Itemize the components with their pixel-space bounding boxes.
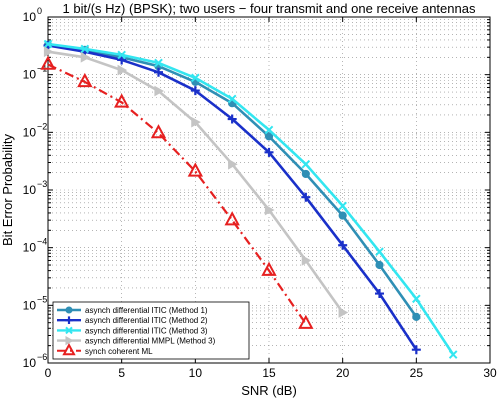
x-axis-title: SNR (dB) xyxy=(241,383,297,398)
legend-box xyxy=(52,301,250,360)
data-point xyxy=(301,159,311,169)
data-point xyxy=(117,50,126,60)
data-point xyxy=(224,211,240,226)
data-point xyxy=(187,162,204,177)
y-tick-label: 10 xyxy=(23,241,37,255)
y-tick-exponent: 0 xyxy=(37,6,42,16)
x-tick-label: 30 xyxy=(483,366,497,380)
series-1 xyxy=(43,40,421,322)
data-point xyxy=(113,93,130,108)
data-point xyxy=(264,125,274,135)
y-tick-exponent: −5 xyxy=(37,294,47,304)
legend-entry: asynch differential ITIC (Method 1) xyxy=(57,306,208,315)
x-tick-label: 15 xyxy=(262,366,276,380)
data-point xyxy=(448,350,458,359)
data-point xyxy=(80,44,90,54)
legend: asynch differential ITIC (Method 1)async… xyxy=(52,301,250,360)
x-tick-label: 20 xyxy=(336,366,350,380)
data-point xyxy=(65,335,74,346)
data-point xyxy=(261,261,277,276)
series-layer xyxy=(40,39,458,359)
data-point xyxy=(40,55,56,70)
data-point xyxy=(117,64,128,76)
data-point xyxy=(338,307,349,318)
data-point xyxy=(191,73,200,83)
data-point xyxy=(150,124,167,139)
data-point xyxy=(298,314,314,329)
y-tick-label: 10 xyxy=(23,125,37,139)
data-point xyxy=(412,294,421,304)
y-tick-exponent: −4 xyxy=(37,237,47,247)
y-tick-label: 10 xyxy=(23,298,37,312)
data-point xyxy=(301,255,312,266)
data-point xyxy=(264,147,274,157)
data-point xyxy=(77,72,93,88)
data-point xyxy=(154,67,163,77)
legend-entry: asynch differential MMPL (Method 3) xyxy=(57,335,216,346)
data-point xyxy=(190,86,200,96)
y-tick-exponent: −6 xyxy=(37,352,47,362)
series-line xyxy=(47,43,418,318)
data-point xyxy=(227,114,237,124)
data-point xyxy=(191,116,201,128)
data-point xyxy=(301,169,310,179)
data-point xyxy=(228,158,238,170)
data-point xyxy=(80,51,91,63)
y-tick-exponent: −2 xyxy=(37,121,47,131)
data-point xyxy=(65,316,73,324)
data-point xyxy=(338,211,347,220)
data-point xyxy=(301,192,311,202)
data-point xyxy=(264,204,275,216)
legend-entry: asynch differential ITIC (Method 3) xyxy=(57,326,208,335)
series-line xyxy=(47,63,307,325)
y-tick-label: 10 xyxy=(23,183,37,197)
legend-entry: synch coherent ML xyxy=(57,342,153,356)
data-point xyxy=(375,260,384,270)
y-tick-label: 10 xyxy=(23,356,37,370)
data-point xyxy=(338,240,348,250)
data-point xyxy=(117,55,127,65)
legend-label: asynch differential ITIC (Method 2) xyxy=(85,316,208,325)
data-point xyxy=(65,326,73,335)
series-line xyxy=(47,42,455,356)
chart-title: 1 bit/(s Hz) (BPSK); two users − four tr… xyxy=(63,1,476,16)
x-tick-label: 0 xyxy=(45,366,52,380)
data-point xyxy=(411,345,421,355)
data-point xyxy=(62,342,76,356)
x-tick-label: 10 xyxy=(189,366,203,380)
series-5 xyxy=(40,55,314,329)
legend-label: asynch differential ITIC (Method 3) xyxy=(85,326,208,335)
data-point xyxy=(154,58,163,68)
data-point xyxy=(154,85,165,97)
legend-label: asynch differential ITIC (Method 1) xyxy=(85,306,208,315)
data-point xyxy=(65,306,73,314)
y-tick-label: 10 xyxy=(23,10,37,24)
legend-entry: asynch differential ITIC (Method 2) xyxy=(57,316,208,325)
data-point xyxy=(375,247,384,257)
y-tick-exponent: −3 xyxy=(37,179,47,189)
data-point xyxy=(264,132,274,141)
legend-label: synch coherent ML xyxy=(85,347,153,356)
series-3 xyxy=(43,39,458,359)
y-axis-title: Bit Error Probability xyxy=(0,134,15,246)
data-point xyxy=(43,39,53,49)
data-point xyxy=(338,201,347,211)
data-point xyxy=(375,289,384,299)
data-point xyxy=(227,94,237,104)
data-point xyxy=(43,46,54,58)
x-tick-label: 5 xyxy=(118,366,125,380)
x-tick-label: 25 xyxy=(410,366,424,380)
series-4 xyxy=(43,46,349,318)
legend-label: asynch differential MMPL (Method 3) xyxy=(85,337,216,346)
data-point xyxy=(412,312,421,322)
y-tick-label: 10 xyxy=(23,68,37,82)
